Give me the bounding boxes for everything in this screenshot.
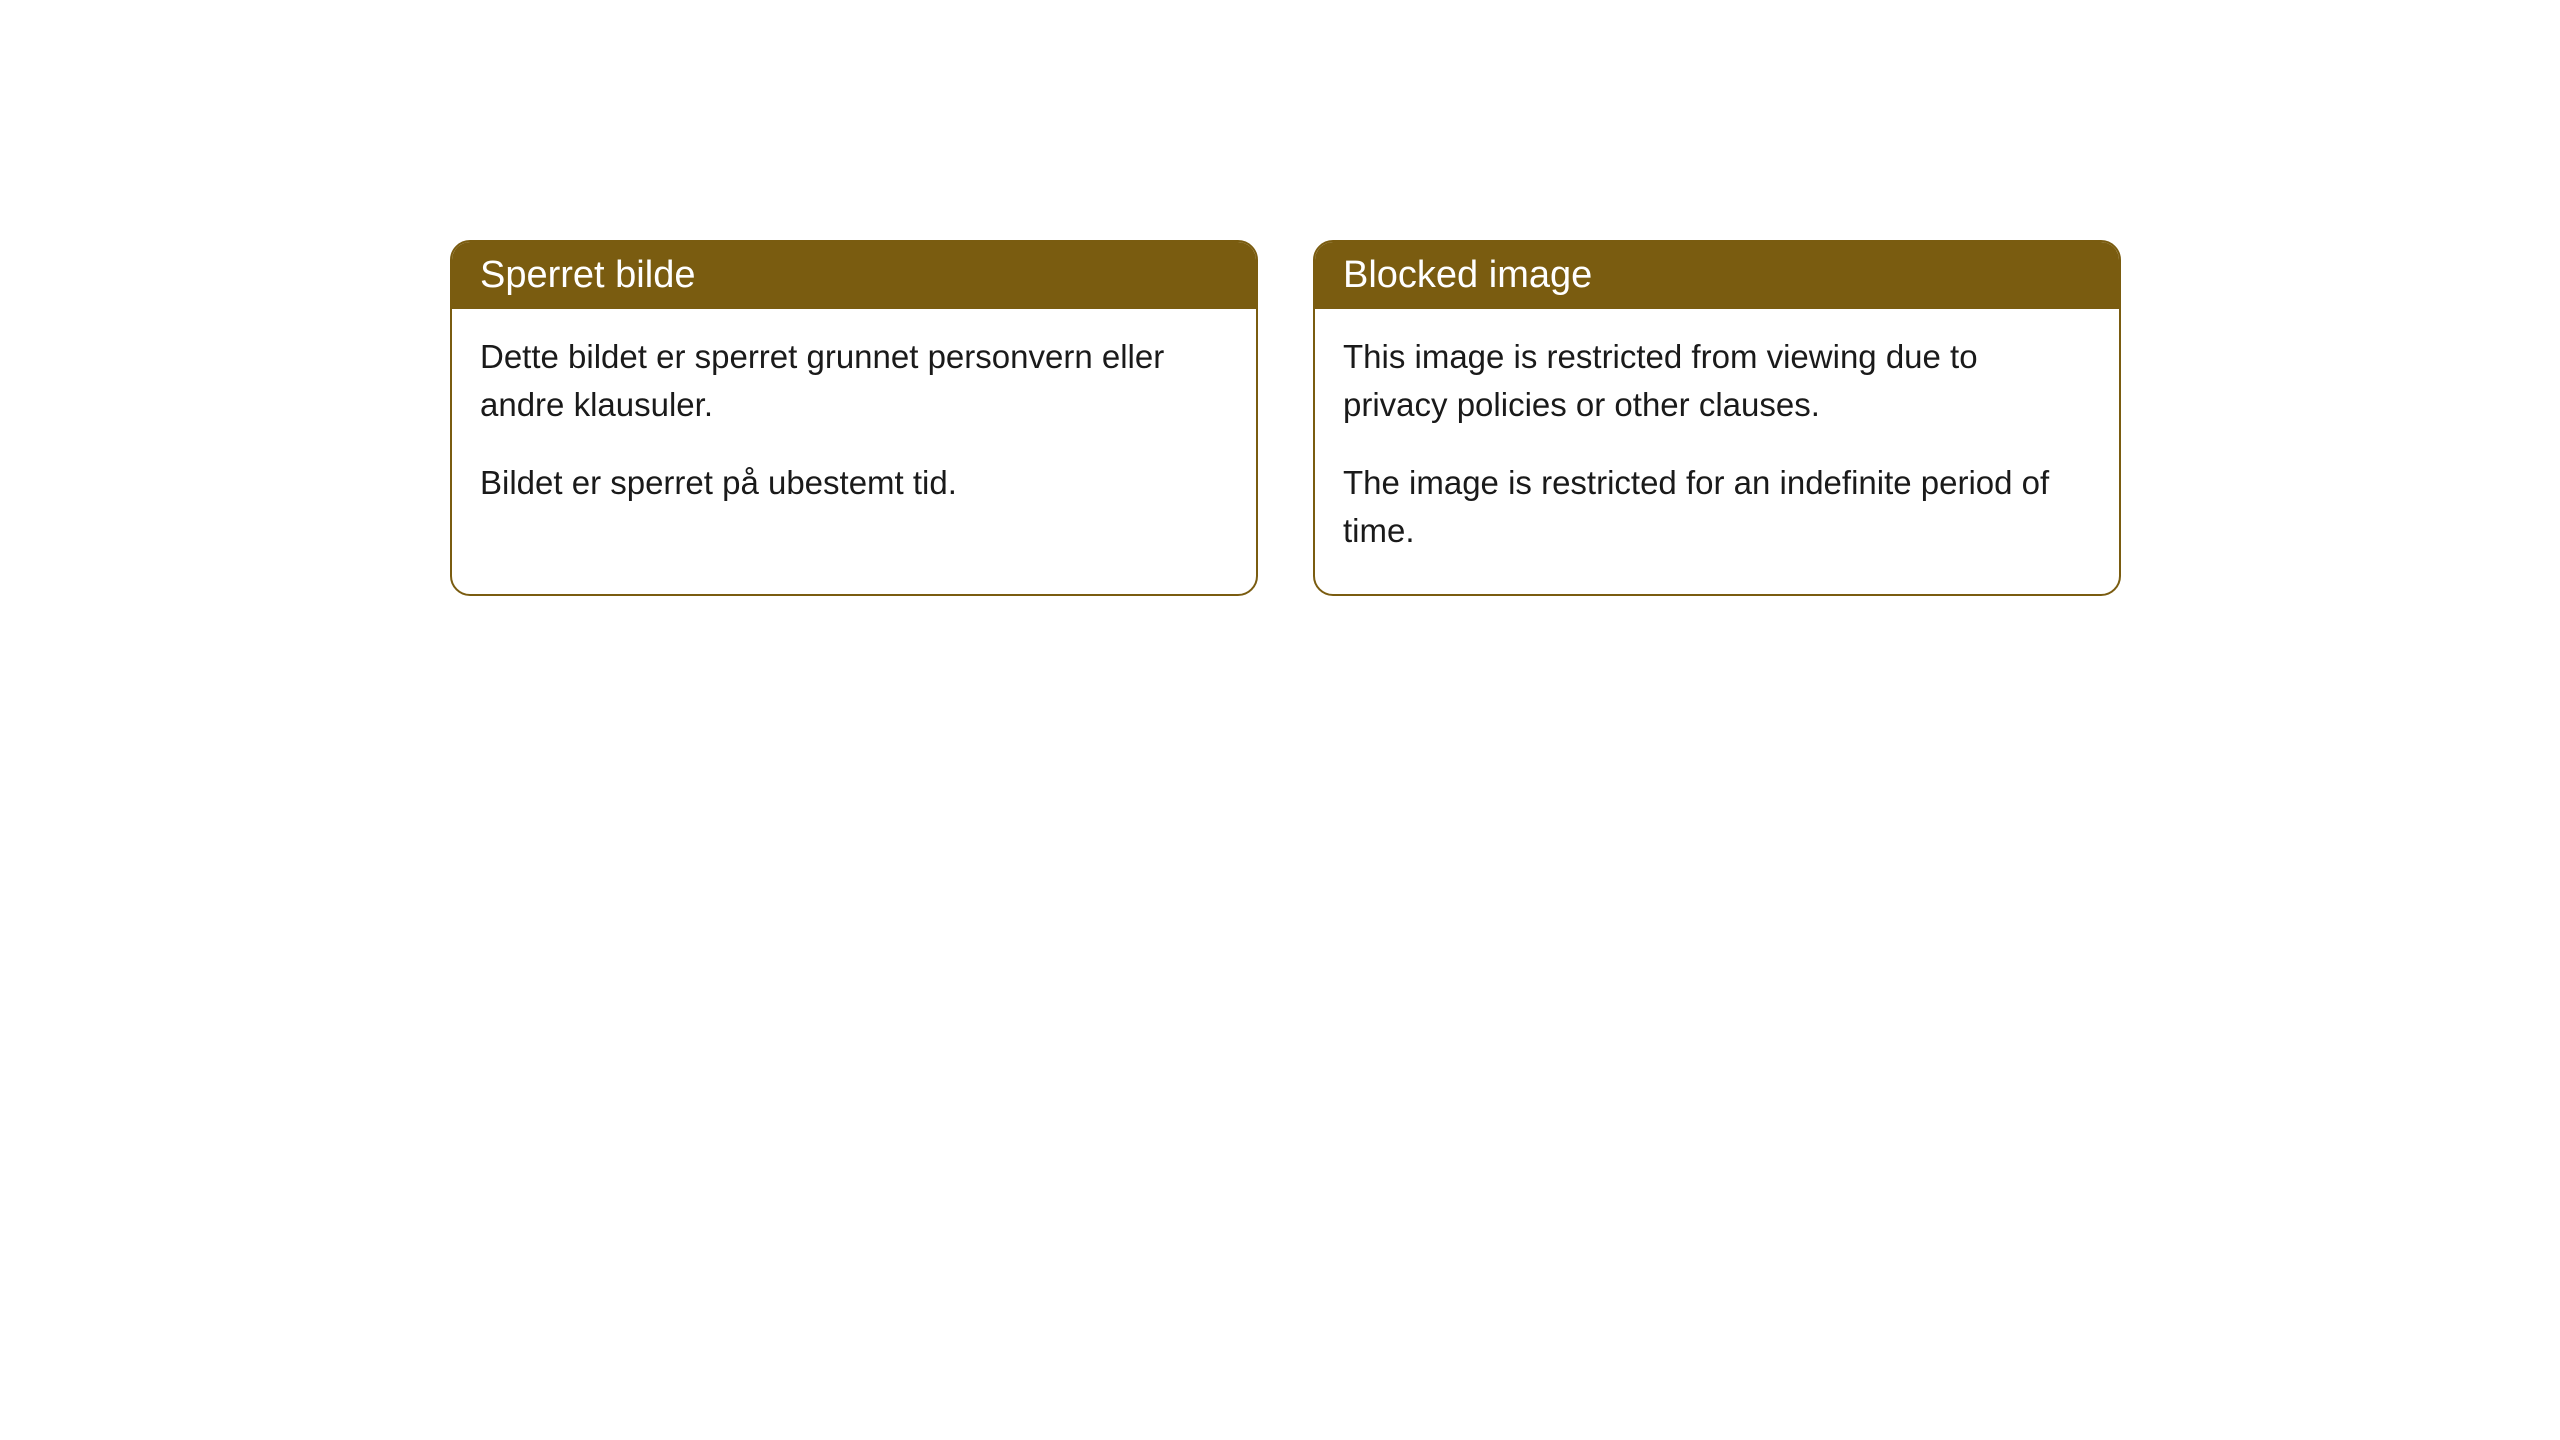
notice-header-english: Blocked image [1315, 242, 2119, 309]
notice-paragraph-1-english: This image is restricted from viewing du… [1343, 333, 2091, 429]
notice-body-norwegian: Dette bildet er sperret grunnet personve… [452, 309, 1256, 547]
notice-header-norwegian: Sperret bilde [452, 242, 1256, 309]
notice-card-norwegian: Sperret bilde Dette bildet er sperret gr… [450, 240, 1258, 596]
notice-title-norwegian: Sperret bilde [480, 254, 695, 296]
notice-container: Sperret bilde Dette bildet er sperret gr… [450, 240, 2121, 596]
notice-card-english: Blocked image This image is restricted f… [1313, 240, 2121, 596]
notice-paragraph-2-norwegian: Bildet er sperret på ubestemt tid. [480, 459, 1228, 507]
notice-paragraph-1-norwegian: Dette bildet er sperret grunnet personve… [480, 333, 1228, 429]
notice-title-english: Blocked image [1343, 254, 1592, 296]
notice-body-english: This image is restricted from viewing du… [1315, 309, 2119, 594]
notice-paragraph-2-english: The image is restricted for an indefinit… [1343, 459, 2091, 555]
